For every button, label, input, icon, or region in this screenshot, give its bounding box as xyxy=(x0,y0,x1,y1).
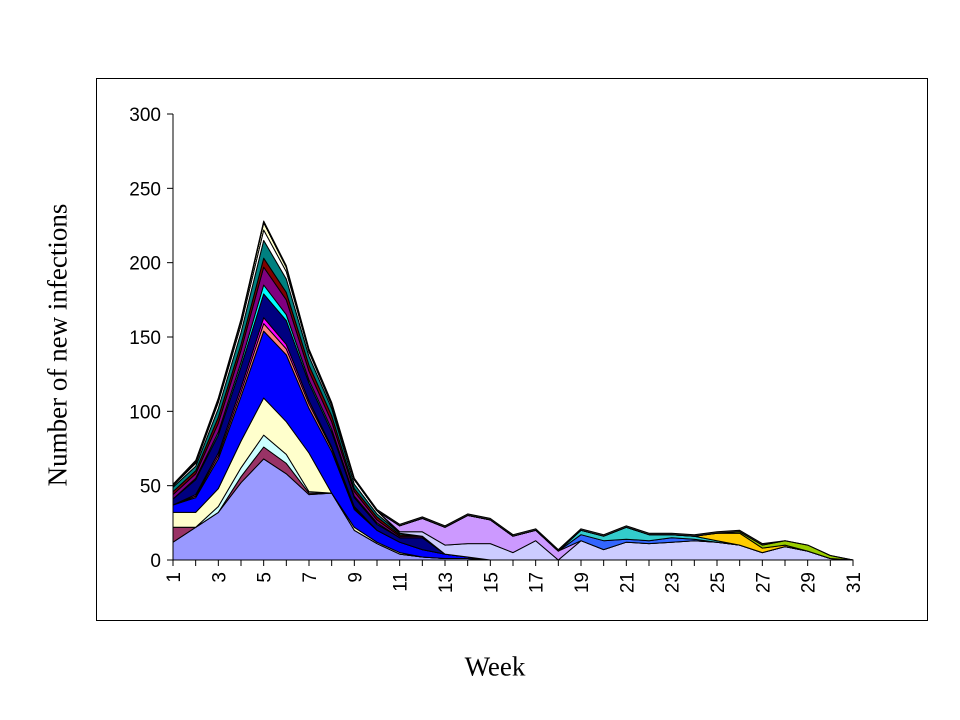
x-tick-label: 25 xyxy=(708,572,729,593)
x-tick-label: 29 xyxy=(799,572,820,593)
y-tick-label: 100 xyxy=(129,402,161,423)
x-tick-label: 3 xyxy=(209,572,230,583)
x-tick-label: 17 xyxy=(527,572,548,593)
x-tick-label: 5 xyxy=(255,572,276,583)
y-axis-label: Number of new infections xyxy=(42,203,73,487)
chart-frame: 0 50 100 150 200 250 300 1 3 5 7 9 11 13 15 17 19 21 23 25 2… xyxy=(96,78,928,621)
x-tick-label: 21 xyxy=(617,572,638,593)
x-tick-label: 11 xyxy=(391,572,412,592)
series-area-21 xyxy=(172,220,854,561)
y-tick-label: 300 xyxy=(129,105,161,126)
y-tick-label: 200 xyxy=(129,254,161,275)
x-tick-label: 31 xyxy=(844,572,865,593)
x-tick-label: 13 xyxy=(436,572,457,593)
x-tick-label: 9 xyxy=(345,572,366,583)
x-tick-label: 7 xyxy=(300,572,321,583)
series-areas xyxy=(172,220,854,561)
x-axis-label: Week xyxy=(464,651,526,682)
x-tick-label: 27 xyxy=(753,572,774,593)
x-tick-label: 19 xyxy=(572,572,593,593)
y-tick-label: 0 xyxy=(150,551,161,572)
x-tick-label: 15 xyxy=(481,572,502,593)
x-tick-label: 1 xyxy=(164,572,185,583)
y-tick-label: 50 xyxy=(140,477,161,498)
y-tick-label: 150 xyxy=(129,328,161,349)
y-tick-label: 250 xyxy=(129,179,161,200)
x-tick-label: 23 xyxy=(663,572,684,593)
